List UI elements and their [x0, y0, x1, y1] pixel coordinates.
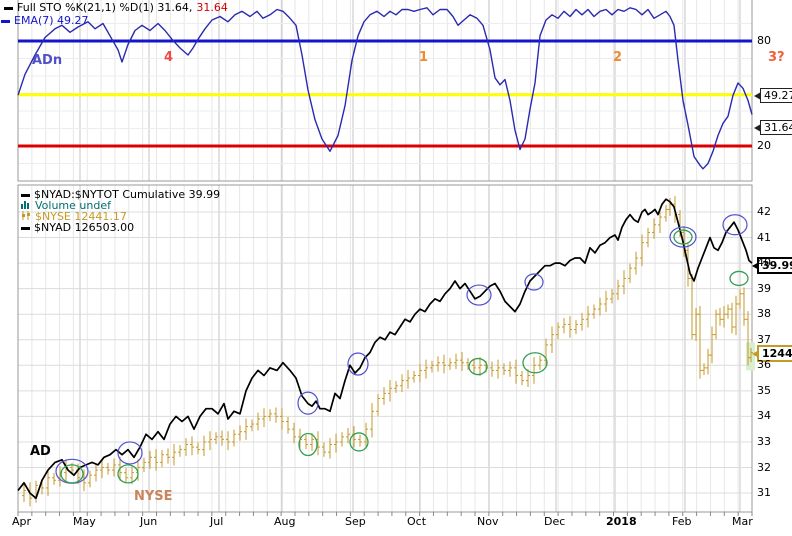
stochastic-line: [17, 7, 753, 170]
ad-last-value-box: 39.99: [752, 257, 792, 274]
ytick-35: 35: [757, 383, 771, 397]
volume-legend-line: Volume undef: [21, 200, 111, 212]
xtick-2018: 2018: [606, 515, 637, 528]
xtick-Dec: Dec: [544, 515, 566, 528]
green-highlight-circle: [298, 432, 318, 457]
ytick-20: 20: [757, 139, 771, 152]
ytick-41: 41: [757, 230, 771, 244]
green-highlight-circle: [729, 270, 749, 287]
blue-highlight-circle: [347, 352, 369, 376]
xtick-May: May: [73, 515, 96, 528]
volume-bars-icon: [21, 200, 31, 212]
green-highlight-circle: [60, 464, 84, 484]
stochastic-legend-line2: EMA(7) 49.27: [1, 15, 89, 27]
ytick-39: 39: [757, 281, 771, 295]
nyse-series-label: NYSE: [134, 489, 173, 504]
ad-panel-border: [17, 184, 753, 513]
xtick-Jun: Jun: [140, 515, 158, 528]
xtick-Oct: Oct: [407, 515, 427, 528]
adn-panel-label: ADn: [32, 53, 63, 68]
ema-legend-label: EMA(7) 49.27: [14, 14, 89, 27]
line-swatch-icon: [1, 19, 10, 23]
ytick-80: 80: [757, 34, 771, 47]
green-highlight-circle: [673, 229, 693, 245]
wave-count-1: 1: [419, 50, 429, 65]
ad-cumulative-label: $NYAD:$NYTOT Cumulative 39.99: [34, 188, 221, 201]
green-highlight-circle: [522, 352, 548, 374]
xtick-Mar: Mar: [732, 515, 753, 528]
blue-highlight-circle: [669, 226, 697, 248]
xtick-Feb: Feb: [672, 515, 692, 528]
blue-highlight-circle: [722, 214, 748, 236]
green-highlight-circle: [468, 357, 488, 376]
stochastic-panel-border: [17, 0, 753, 182]
stochastic-legend-line1: Full STO %K(21,1) %D(1) 31.64, 31.64: [4, 2, 228, 14]
green-highlight-circle: [349, 432, 369, 452]
ytick-32: 32: [757, 460, 771, 474]
xtick-Apr: Apr: [12, 515, 32, 528]
stochastic-legend-label: Full STO %K(21,1) %D(1) 31.64,: [17, 1, 193, 14]
nyse-last-value-box: 12441: [751, 345, 792, 362]
blue-highlight-circle: [297, 391, 319, 415]
candlestick-icon: [21, 211, 31, 223]
volume-label: Volume undef: [35, 199, 111, 212]
wave-count-2: 2: [613, 50, 623, 65]
ytick-34: 34: [757, 409, 771, 423]
line-swatch-icon: [21, 226, 30, 230]
ytick-37: 37: [757, 332, 771, 346]
ytick-38: 38: [757, 307, 771, 321]
blue-highlight-circle: [466, 284, 492, 306]
blue-highlight-circle: [117, 441, 143, 465]
line-swatch-icon: [4, 6, 13, 10]
ad-cumulative-line: [17, 198, 753, 500]
xtick-Sep: Sep: [345, 515, 366, 528]
nyad-legend-line: $NYAD 126503.00: [21, 222, 134, 234]
ytick-36: 36: [757, 358, 771, 372]
wave-count-4: 4: [164, 50, 174, 65]
ytick-42: 42: [757, 205, 771, 218]
nyad-label: $NYAD 126503.00: [34, 221, 135, 234]
xtick-Nov: Nov: [477, 515, 499, 528]
nyse-legend-label: $NYSE 12441.17: [35, 210, 127, 223]
ad-series-label: AD: [30, 444, 51, 459]
ytick-33: 33: [757, 434, 771, 448]
nyse-legend-line: $NYSE 12441.17: [21, 211, 127, 223]
green-highlight-circle: [117, 464, 139, 484]
xtick-Jul: Jul: [210, 515, 224, 528]
ad-legend-line1: $NYAD:$NYTOT Cumulative 39.99: [21, 189, 220, 201]
stochastic-legend-value: 31.64: [196, 1, 228, 14]
ytick-40: 40: [757, 256, 771, 270]
line-swatch-icon: [21, 193, 30, 197]
ema-value-box: 49.27: [754, 88, 792, 103]
blue-highlight-circle: [524, 273, 544, 291]
xtick-Aug: Aug: [274, 515, 296, 528]
ytick-31: 31: [757, 486, 771, 500]
wave-count-3: 3?: [768, 50, 785, 65]
stochastic-last-value-box: 31.64: [754, 120, 792, 135]
